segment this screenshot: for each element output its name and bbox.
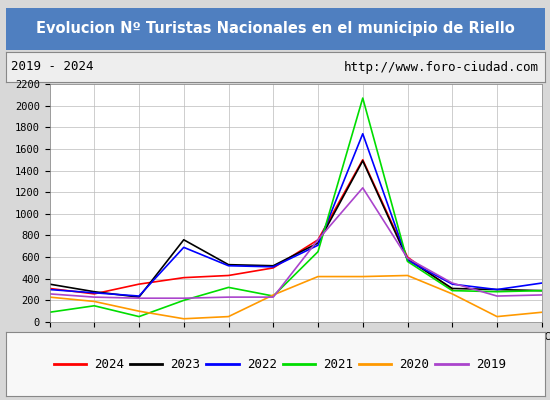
- Text: 2022: 2022: [247, 358, 277, 370]
- Text: 2021: 2021: [323, 358, 353, 370]
- Text: 2023: 2023: [170, 358, 200, 370]
- Text: 2024: 2024: [94, 358, 124, 370]
- Text: http://www.foro-ciudad.com: http://www.foro-ciudad.com: [344, 60, 539, 74]
- Text: 2019 - 2024: 2019 - 2024: [11, 60, 94, 74]
- Text: 2020: 2020: [399, 358, 430, 370]
- Text: 2019: 2019: [476, 358, 506, 370]
- Text: Evolucion Nº Turistas Nacionales en el municipio de Riello: Evolucion Nº Turistas Nacionales en el m…: [36, 22, 514, 36]
